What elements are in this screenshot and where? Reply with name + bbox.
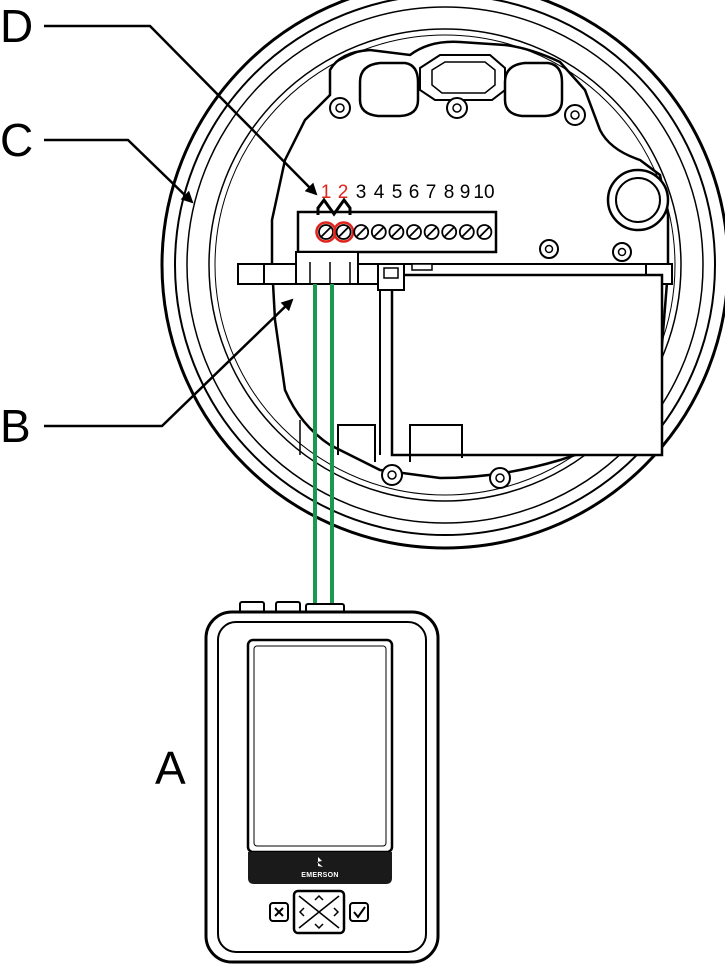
terminal-highlight-2: [332, 221, 355, 243]
leader-d: [44, 24, 318, 196]
callout-c: C: [0, 114, 33, 166]
terminal-5-label: 5: [392, 182, 403, 203]
terminal-screw-2: [332, 221, 355, 243]
terminal-1-label: 1: [321, 182, 332, 203]
resistor-symbol: [316, 197, 352, 217]
terminal-screw-3: [353, 224, 370, 240]
leader-c: [44, 138, 194, 204]
terminal-7-label: 7: [426, 182, 437, 203]
terminal-8-label: 8: [444, 182, 455, 203]
device-screen: [246, 638, 394, 854]
terminal-9-label: 9: [460, 182, 471, 203]
terminal-screw-8: [441, 224, 458, 240]
terminal-compartment: [270, 40, 670, 489]
terminal-screw-9: [458, 224, 475, 240]
terminal-screw-10: [476, 224, 493, 240]
callout-b: B: [0, 400, 31, 452]
terminal-10-label: 10: [473, 182, 494, 203]
terminal-screw-1: [315, 221, 337, 243]
brand-bar: [248, 852, 392, 884]
brand-name: EMERSON: [301, 872, 339, 879]
terminal-2-label: 2: [338, 182, 349, 203]
navigation-pad[interactable]: [292, 889, 346, 935]
terminal-highlight-1: [315, 221, 337, 243]
check-icon: [353, 906, 366, 919]
four-way-nav-icon: [298, 894, 340, 930]
confirm-button[interactable]: [349, 902, 369, 922]
lead-wires: [313, 284, 334, 614]
terminal-block: 1 2 3 4 5 6 7 8 9 10: [295, 182, 498, 285]
terminal-screw-5: [388, 224, 405, 240]
callout-d: D: [0, 0, 33, 52]
cancel-button[interactable]: [269, 902, 289, 922]
terminal-screw-4: [370, 224, 387, 240]
callout-a: A: [155, 742, 186, 794]
terminal-screw-6: [406, 224, 422, 240]
emerson-logo-icon: [317, 857, 323, 867]
field-communicator: EMERSON: [204, 601, 440, 964]
leader-b: [44, 298, 294, 428]
terminal-6-label: 6: [409, 182, 420, 203]
terminal-4-label: 4: [374, 182, 385, 203]
callout-leaders: [44, 24, 318, 428]
terminal-3-label: 3: [356, 182, 367, 203]
cancel-x-icon: [274, 907, 284, 917]
terminal-screw-7: [423, 224, 440, 240]
